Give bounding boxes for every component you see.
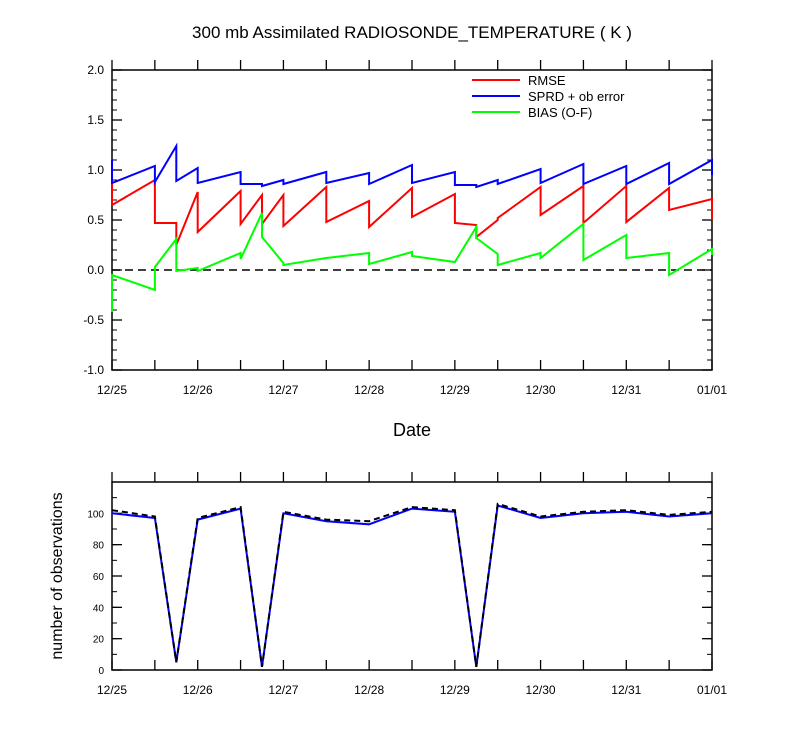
x-tick-label: 01/01 xyxy=(697,383,727,397)
x-axis-label: Date xyxy=(393,420,431,440)
x-tick-label: 12/27 xyxy=(268,683,298,697)
series-line-1 xyxy=(111,142,713,189)
series-line-2 xyxy=(111,212,713,312)
x-tick-label: 01/01 xyxy=(697,683,727,697)
x-tick-label: 12/25 xyxy=(97,683,127,697)
series-line-0 xyxy=(111,160,713,246)
legend-label: RMSE xyxy=(528,73,566,88)
x-tick-label: 12/25 xyxy=(97,383,127,397)
bottom-plot-area: 0 20 40 60 80 100 12/25 12/26 12/27 12/28 12/29 12/… xyxy=(87,472,727,697)
y-tick-label: 0 xyxy=(98,666,104,677)
y-tick-label: 100 xyxy=(87,509,104,520)
top-plot-area: 2.0 1.5 1.0 0.5 0.0 -0.5 -1.0 12/25 12/26 12/27 12… xyxy=(83,60,727,397)
y-tick-label: 2.0 xyxy=(87,63,104,77)
x-tick-label: 12/26 xyxy=(183,683,213,697)
y-tick-label: 0.5 xyxy=(87,213,104,227)
chart-title: 300 mb Assimilated RADIOSONDE_TEMPERATUR… xyxy=(192,23,632,42)
x-tick-label: 12/30 xyxy=(526,383,556,397)
x-tick-label: 12/28 xyxy=(354,383,384,397)
plot-frame xyxy=(111,69,713,371)
x-tick-label: 12/30 xyxy=(526,683,556,697)
legend-label: BIAS (O-F) xyxy=(528,105,592,120)
y-tick-label: 0.0 xyxy=(87,263,104,277)
x-tick-label: 12/26 xyxy=(183,383,213,397)
y-tick-label: 1.5 xyxy=(87,113,104,127)
y-tick-label: 40 xyxy=(93,603,105,614)
y-axis-label-observations: number of observations xyxy=(49,492,66,659)
x-tick-label: 12/28 xyxy=(354,683,384,697)
y-tick-label: 20 xyxy=(93,635,105,646)
legend-label: SPRD + ob error xyxy=(528,89,625,104)
x-tick-label: 12/27 xyxy=(268,383,298,397)
x-tick-label: 12/31 xyxy=(611,683,641,697)
y-tick-label: 1.0 xyxy=(87,163,104,177)
y-tick-label: -1.0 xyxy=(83,363,104,377)
series-line-1 xyxy=(111,502,713,668)
y-tick-label: -0.5 xyxy=(83,313,104,327)
y-tick-label: 60 xyxy=(93,572,105,583)
x-tick-label: 12/29 xyxy=(440,383,470,397)
y-tick-label: 80 xyxy=(93,541,105,552)
x-tick-label: 12/29 xyxy=(440,683,470,697)
series-line-0 xyxy=(111,504,713,668)
x-tick-label: 12/31 xyxy=(611,383,641,397)
